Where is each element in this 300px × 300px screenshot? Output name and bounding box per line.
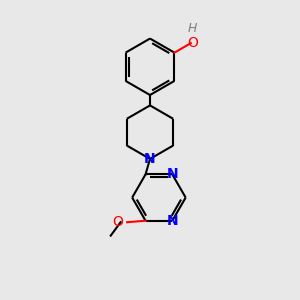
Text: N: N — [167, 214, 178, 228]
Text: O: O — [187, 36, 198, 50]
Text: N: N — [167, 167, 178, 182]
Text: N: N — [144, 152, 156, 166]
Text: H: H — [188, 22, 197, 35]
Text: O: O — [113, 215, 124, 229]
